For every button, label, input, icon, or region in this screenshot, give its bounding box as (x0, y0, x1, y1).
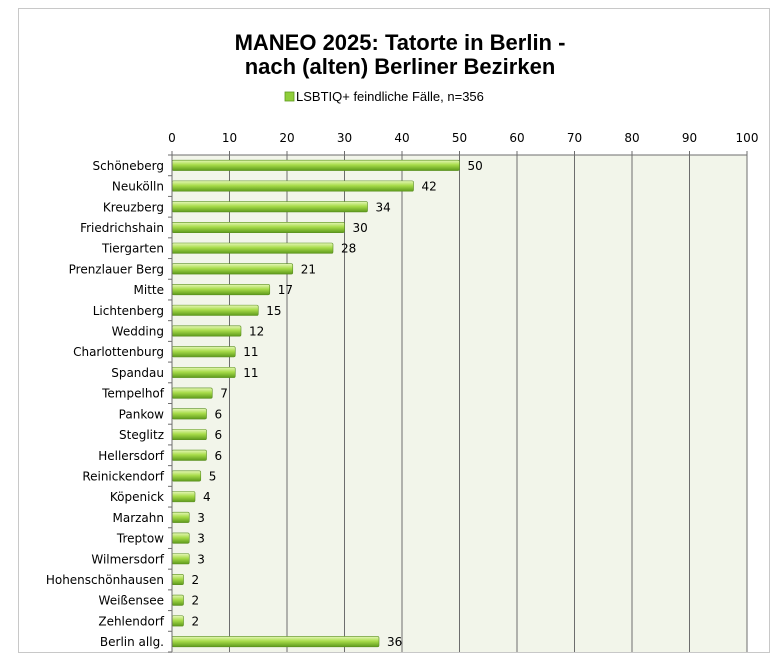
category-label: Berlin allg. (100, 635, 164, 649)
data-label: 3 (197, 511, 205, 525)
plot-area: 0 10 20 30 40 50 60 70 80 90 100 Schöneberg 50 Neuköl… (46, 131, 759, 653)
data-label: 30 (353, 221, 368, 235)
x-tick-label: 50 (452, 131, 467, 145)
x-tick-label: 30 (337, 131, 352, 145)
bar (171, 304, 259, 316)
bar (171, 449, 207, 461)
bar (171, 553, 190, 565)
x-tick-label: 10 (222, 131, 237, 145)
category-label: Tiergarten (101, 242, 164, 256)
category-label: Pankow (119, 407, 165, 421)
bar (171, 325, 242, 337)
bar (171, 284, 271, 296)
bar (171, 511, 190, 523)
category-label: Weißensee (99, 594, 164, 608)
category-label: Spandau (111, 366, 164, 380)
category-label: Marzahn (112, 511, 164, 525)
bar (171, 201, 368, 213)
category-label: Lichtenberg (93, 304, 164, 318)
bar (171, 222, 345, 233)
bar (171, 636, 380, 648)
data-label: 6 (215, 428, 223, 442)
bar (171, 263, 294, 275)
data-label: 15 (266, 304, 281, 318)
x-tick-label: 60 (509, 131, 524, 145)
data-label: 7 (220, 387, 228, 401)
data-label: 4 (203, 490, 211, 504)
data-label: 2 (192, 594, 200, 608)
data-label: 42 (422, 180, 437, 194)
bar (171, 366, 236, 378)
bar (171, 470, 202, 482)
category-label: Tempelhof (101, 387, 165, 401)
category-label: Schöneberg (93, 159, 165, 173)
category-label: Neukölln (112, 180, 164, 194)
data-label: 12 (249, 325, 264, 339)
data-label: 11 (243, 366, 258, 380)
data-label: 5 (209, 469, 217, 483)
category-label: Wedding (112, 325, 164, 339)
data-label: 17 (278, 283, 293, 297)
x-tick-label: 40 (394, 131, 409, 145)
category-label: Friedrichshain (80, 221, 164, 235)
category-label: Hohenschönhausen (46, 573, 164, 587)
data-label: 36 (387, 635, 402, 649)
category-label: Kreuzberg (103, 200, 164, 214)
category-label: Reinickendorf (82, 469, 164, 483)
data-label: 2 (192, 573, 200, 587)
bar (171, 159, 460, 171)
category-label: Zehlendorf (98, 614, 164, 628)
data-label: 6 (215, 449, 223, 463)
category-label: Mitte (134, 283, 164, 297)
data-label: 6 (215, 407, 223, 421)
category-label: Hellersdorf (98, 449, 165, 463)
bar (171, 429, 207, 441)
category-label: Treptow (116, 532, 164, 546)
bar (171, 574, 184, 585)
legend-label: LSBTIQ+ feindliche Fälle, n=356 (296, 89, 484, 104)
chart-subtitle: nach (alten) Berliner Bezirken (245, 54, 556, 79)
x-tick-label: 0 (168, 131, 176, 145)
category-label: Wilmersdorf (91, 552, 164, 566)
bar (171, 346, 236, 358)
data-label: 50 (468, 159, 483, 173)
x-tick-label: 80 (624, 131, 639, 145)
x-tick-label: 90 (682, 131, 697, 145)
x-tick-label: 70 (567, 131, 582, 145)
data-label: 2 (192, 614, 200, 628)
bar (171, 408, 207, 420)
category-label: Charlottenburg (73, 345, 164, 359)
data-label: 3 (197, 552, 205, 566)
bar (171, 532, 190, 544)
bar (171, 594, 184, 606)
data-label: 21 (301, 262, 316, 276)
data-label: 3 (197, 532, 205, 546)
chart-title: MANEO 2025: Tatorte in Berlin - (235, 30, 566, 55)
data-label: 28 (341, 242, 356, 256)
category-label: Prenzlauer Berg (69, 262, 164, 276)
data-label: 11 (243, 345, 258, 359)
category-label: Steglitz (119, 428, 164, 442)
bar (171, 242, 334, 254)
bar (171, 615, 184, 627)
legend: LSBTIQ+ feindliche Fälle, n=356 (284, 89, 484, 104)
x-tick-label: 20 (279, 131, 294, 145)
legend-swatch (284, 91, 295, 102)
category-label: Köpenick (110, 490, 164, 504)
bar (171, 180, 414, 192)
bar (171, 491, 196, 503)
x-tick-label: 100 (736, 131, 759, 145)
data-label: 34 (376, 200, 391, 214)
bar (171, 387, 213, 399)
